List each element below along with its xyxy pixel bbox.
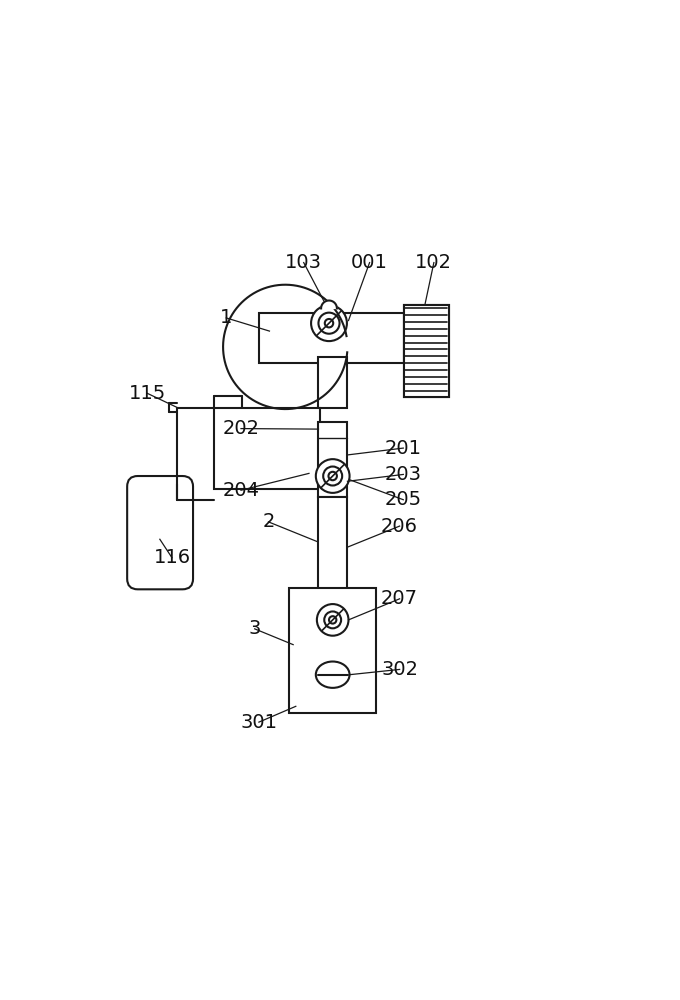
Text: 116: 116 <box>154 548 190 567</box>
Circle shape <box>318 313 339 334</box>
Text: 115: 115 <box>129 384 166 403</box>
Bar <box>320 308 339 316</box>
Text: 001: 001 <box>351 253 388 272</box>
Text: 1: 1 <box>220 308 233 327</box>
Text: 204: 204 <box>222 481 260 500</box>
Bar <box>318 357 347 408</box>
Circle shape <box>311 305 347 341</box>
Text: 102: 102 <box>415 253 452 272</box>
Circle shape <box>324 611 341 628</box>
Text: 201: 201 <box>385 439 422 458</box>
Bar <box>318 422 347 497</box>
Bar <box>404 305 449 397</box>
Circle shape <box>317 604 348 636</box>
Text: 202: 202 <box>222 419 260 438</box>
Circle shape <box>323 467 342 486</box>
Bar <box>318 422 346 436</box>
Ellipse shape <box>316 662 350 688</box>
Circle shape <box>316 459 350 493</box>
Bar <box>290 588 377 713</box>
Text: 203: 203 <box>385 465 422 484</box>
Bar <box>318 497 347 589</box>
Bar <box>259 313 404 363</box>
Polygon shape <box>321 301 337 308</box>
Text: 302: 302 <box>381 660 418 679</box>
Circle shape <box>325 319 333 327</box>
Text: 301: 301 <box>241 713 277 732</box>
Text: 2: 2 <box>262 512 275 531</box>
Text: 207: 207 <box>381 589 418 608</box>
Text: 3: 3 <box>248 619 261 638</box>
FancyBboxPatch shape <box>127 476 193 589</box>
Bar <box>404 305 449 397</box>
Text: 206: 206 <box>381 517 418 536</box>
Bar <box>214 408 320 489</box>
Text: 205: 205 <box>385 490 422 509</box>
Circle shape <box>328 472 337 480</box>
Text: 103: 103 <box>285 253 322 272</box>
Circle shape <box>329 616 337 624</box>
